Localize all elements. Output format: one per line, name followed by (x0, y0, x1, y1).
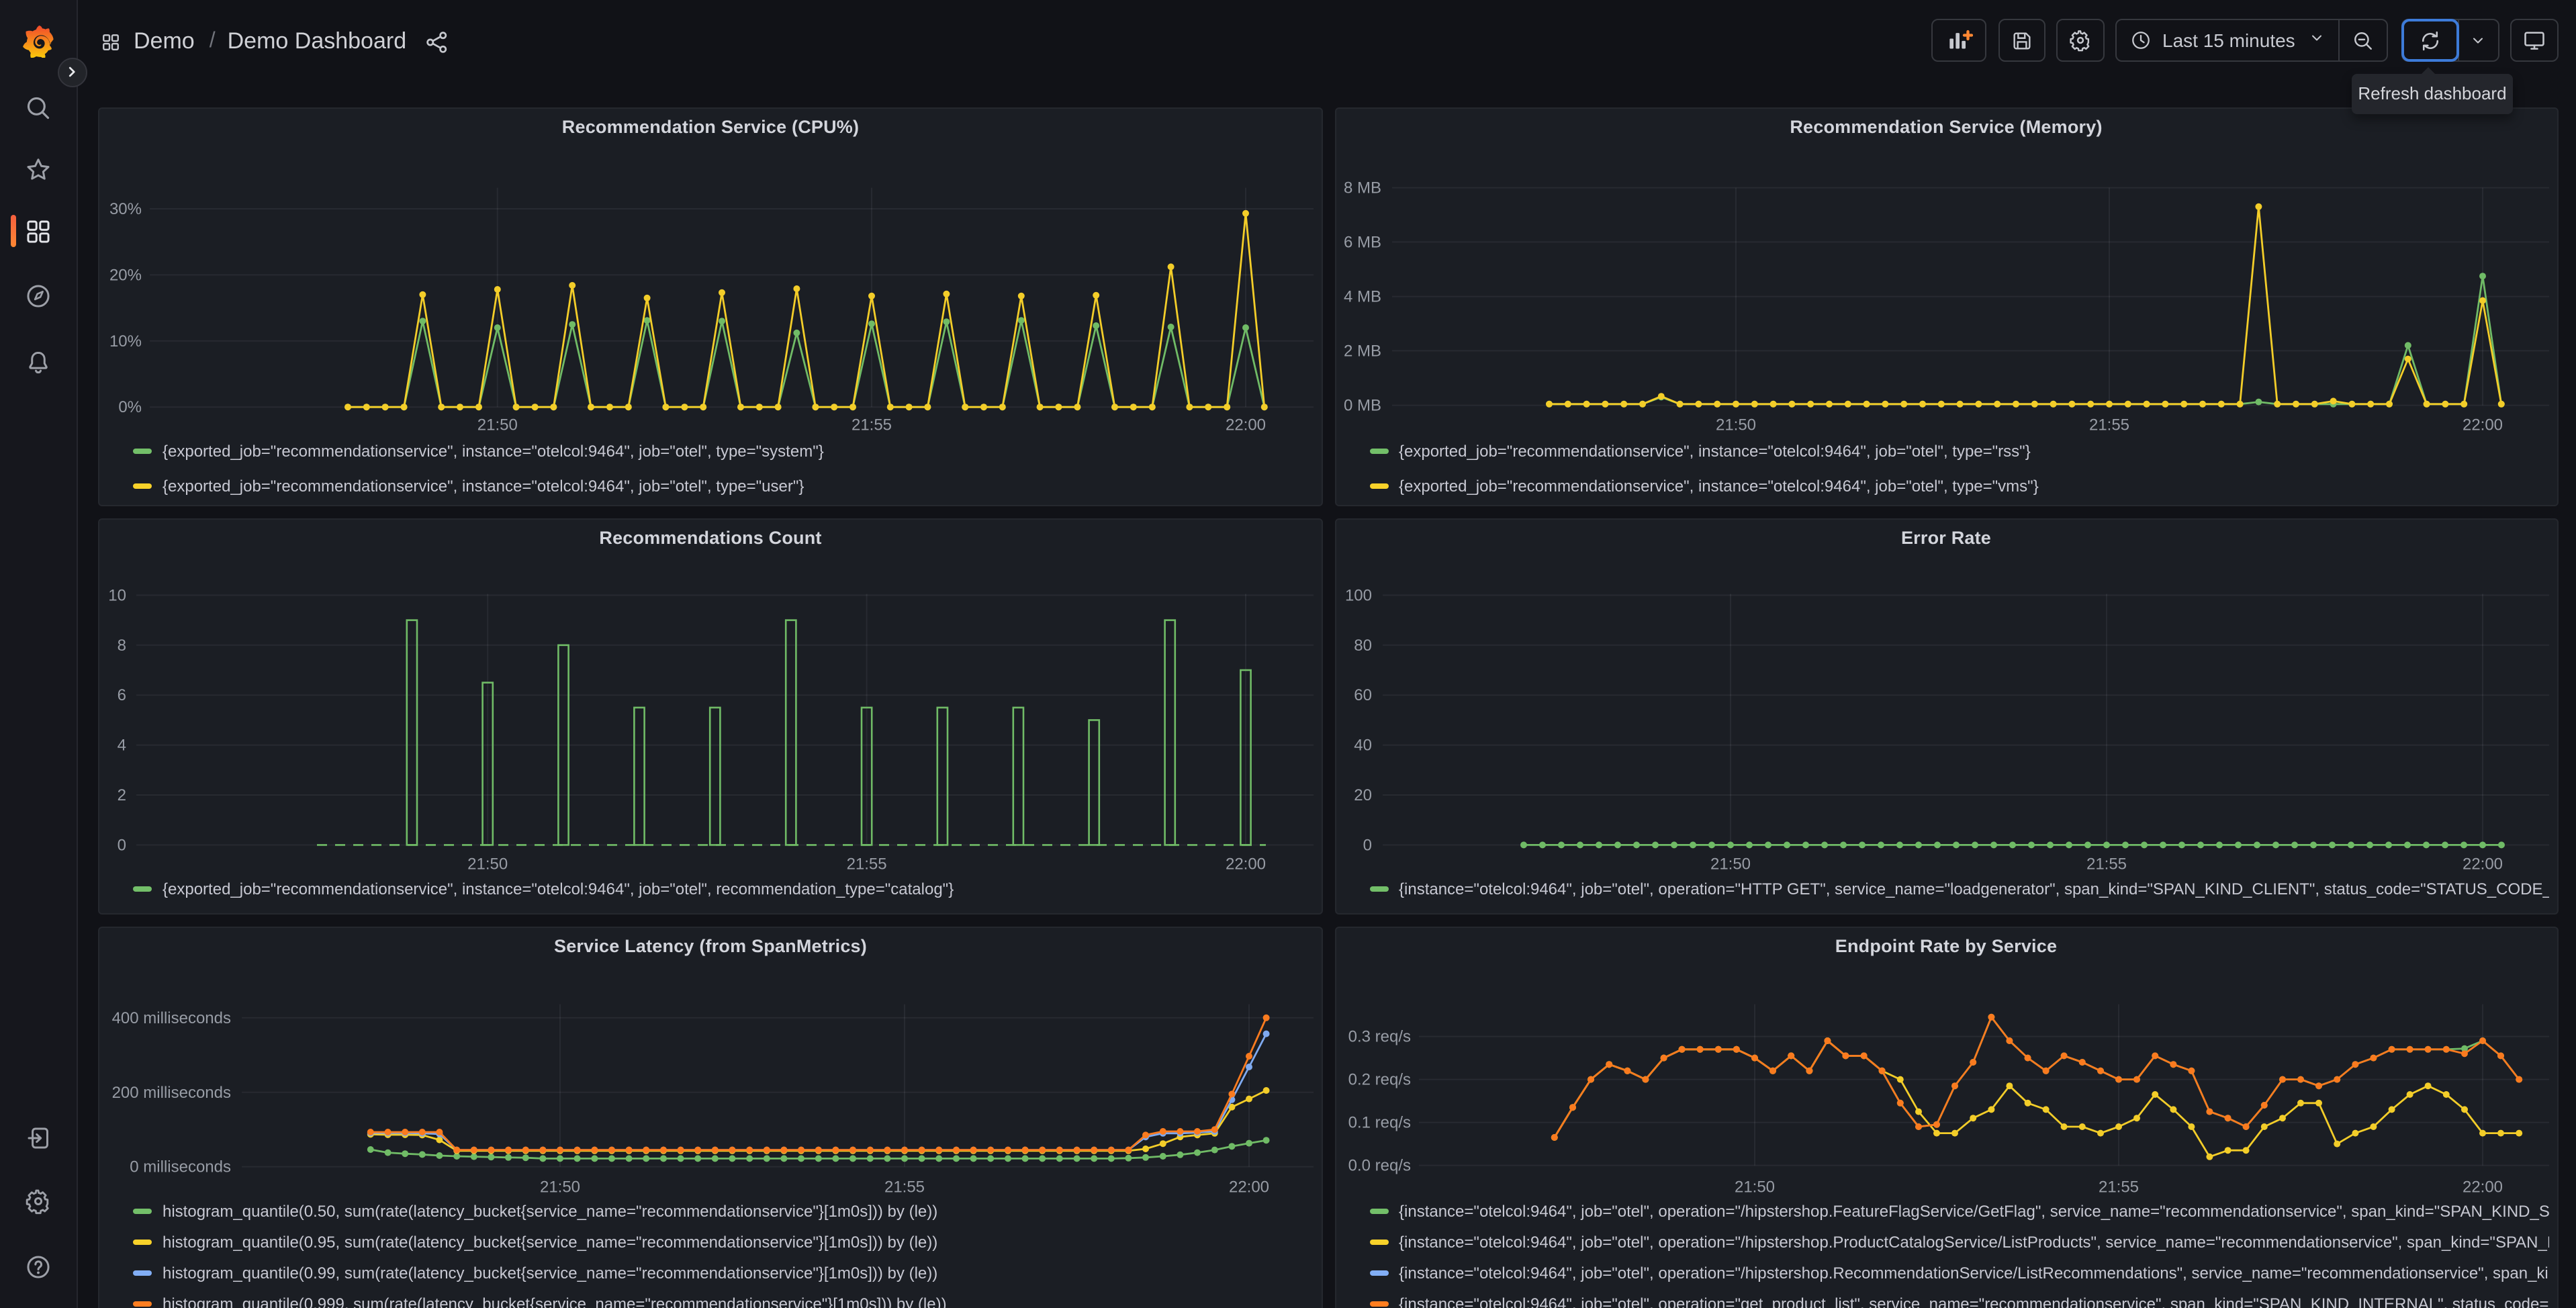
svg-text:21:50: 21:50 (477, 416, 518, 434)
svg-text:60: 60 (1353, 687, 1371, 705)
svg-text:0 milliseconds: 0 milliseconds (130, 1158, 231, 1176)
svg-text:0%: 0% (118, 399, 142, 417)
svg-text:21:50: 21:50 (1734, 1178, 1774, 1197)
svg-text:6: 6 (118, 687, 126, 705)
svg-text:2 MB: 2 MB (1343, 342, 1381, 361)
svg-text:21:50: 21:50 (1710, 855, 1750, 874)
svg-text:20: 20 (1353, 786, 1371, 804)
svg-text:21:55: 21:55 (2086, 855, 2126, 874)
svg-text:30%: 30% (109, 200, 142, 218)
svg-text:40: 40 (1353, 737, 1371, 755)
svg-text:10%: 10% (109, 332, 142, 351)
svg-text:0.2 req/s: 0.2 req/s (1348, 1071, 1410, 1089)
svg-text:20%: 20% (109, 267, 142, 285)
svg-text:200 milliseconds: 200 milliseconds (112, 1084, 231, 1102)
svg-text:0.3 req/s: 0.3 req/s (1348, 1028, 1410, 1046)
svg-text:8: 8 (118, 637, 126, 655)
svg-text:10: 10 (108, 587, 126, 605)
svg-text:21:55: 21:55 (847, 855, 887, 874)
svg-text:22:00: 22:00 (2462, 416, 2502, 434)
svg-text:21:55: 21:55 (852, 416, 892, 434)
svg-text:0 MB: 0 MB (1343, 397, 1381, 415)
svg-text:0: 0 (1363, 837, 1371, 855)
svg-text:0.0 req/s: 0.0 req/s (1348, 1157, 1410, 1175)
svg-text:22:00: 22:00 (1226, 855, 1266, 874)
svg-text:400 milliseconds: 400 milliseconds (112, 1009, 231, 1027)
svg-text:100: 100 (1344, 587, 1371, 605)
svg-text:21:50: 21:50 (540, 1178, 580, 1197)
svg-text:4 MB: 4 MB (1343, 288, 1381, 306)
svg-text:22:00: 22:00 (1226, 416, 1266, 434)
svg-text:21:55: 21:55 (2088, 416, 2129, 434)
svg-text:21:55: 21:55 (2098, 1178, 2138, 1197)
svg-text:4: 4 (118, 737, 126, 755)
svg-text:22:00: 22:00 (2462, 855, 2502, 874)
svg-text:80: 80 (1353, 637, 1371, 655)
svg-text:8 MB: 8 MB (1343, 179, 1381, 197)
svg-text:6 MB: 6 MB (1343, 234, 1381, 252)
svg-text:21:50: 21:50 (1715, 416, 1755, 434)
svg-text:22:00: 22:00 (1229, 1178, 1269, 1197)
svg-text:0: 0 (118, 837, 126, 855)
svg-text:21:55: 21:55 (884, 1178, 925, 1197)
svg-text:0.1 req/s: 0.1 req/s (1348, 1114, 1410, 1132)
svg-text:21:50: 21:50 (467, 855, 508, 874)
svg-text:22:00: 22:00 (2462, 1178, 2502, 1197)
svg-text:2: 2 (118, 786, 126, 804)
